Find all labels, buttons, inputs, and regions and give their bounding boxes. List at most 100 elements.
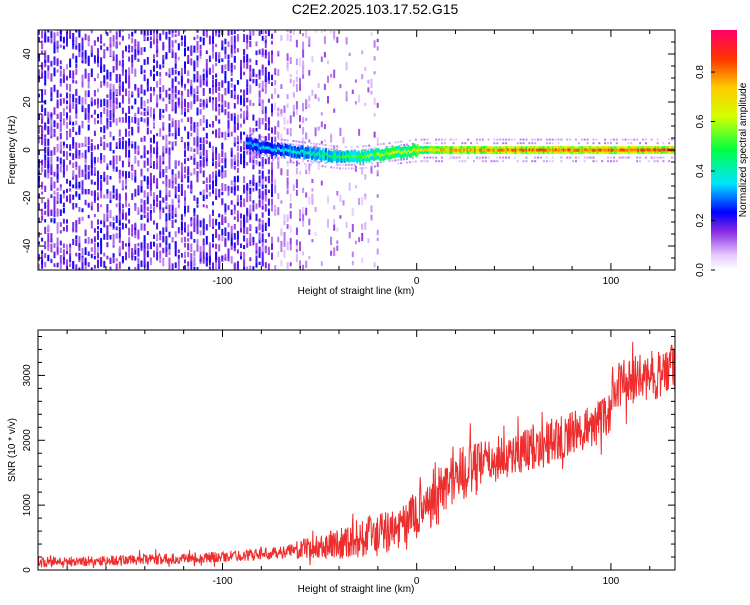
heatmap-cell — [184, 47, 186, 57]
heatmap-cell — [404, 149, 407, 153]
heatmap-cell — [44, 32, 47, 41]
heatmap-cell — [113, 22, 115, 29]
heatmap-cell — [62, 159, 65, 167]
heatmap-cell — [174, 231, 177, 238]
heatmap-cell — [426, 156, 429, 159]
heatmap-cell — [261, 177, 264, 185]
heatmap-cell — [449, 156, 452, 159]
heatmap-cell — [59, 44, 62, 48]
heatmap-cell — [286, 189, 289, 195]
heatmap-cell — [112, 84, 115, 92]
heatmap-cell — [140, 207, 143, 213]
heatmap-cell — [233, 65, 236, 70]
heatmap-cell — [327, 75, 329, 83]
heatmap-cell — [290, 150, 293, 154]
heatmap-cell — [420, 160, 423, 163]
heatmap-cell — [190, 101, 193, 110]
heatmap-cell — [489, 148, 492, 152]
heatmap-cell — [487, 138, 490, 141]
heatmap-cell — [106, 143, 109, 148]
heatmap-cell — [362, 166, 365, 169]
heatmap-cell — [261, 101, 264, 110]
heatmap-cell — [252, 114, 255, 121]
heatmap-cell — [454, 148, 456, 152]
heatmap-cell — [271, 161, 273, 170]
heatmap-cell — [668, 138, 671, 141]
heatmap-cell — [171, 30, 174, 33]
heatmap-cell — [227, 59, 230, 67]
heatmap-cell — [93, 264, 96, 269]
heatmap-cell — [382, 160, 385, 163]
heatmap-cell — [230, 62, 233, 68]
heatmap-cell — [165, 186, 168, 196]
heatmap-cell — [196, 41, 199, 50]
heatmap-cell — [266, 140, 269, 143]
heatmap-cell — [140, 84, 143, 93]
heatmap-cell — [349, 154, 352, 158]
heatmap-cell — [53, 218, 56, 224]
y-tick-label: 0 — [22, 147, 33, 153]
heatmap-cell — [109, 221, 112, 227]
heatmap-cell — [330, 30, 333, 34]
heatmap-cell — [177, 119, 180, 128]
heatmap-cell — [577, 156, 580, 159]
heatmap-cell — [598, 142, 601, 145]
heatmap-cell — [93, 166, 96, 174]
heatmap-cell — [59, 209, 62, 216]
heatmap-cell — [606, 148, 609, 152]
heatmap-cell — [84, 33, 87, 41]
heatmap-cell — [255, 160, 258, 165]
heatmap-cell — [240, 113, 242, 119]
heatmap-cell — [128, 115, 131, 123]
heatmap-cell — [221, 40, 224, 47]
heatmap-cell — [215, 152, 218, 161]
heatmap-cell — [556, 148, 559, 152]
heatmap-cell — [278, 147, 281, 151]
heatmap-cell — [314, 127, 317, 137]
heatmap-cell — [560, 138, 563, 141]
heatmap-cell — [258, 246, 261, 254]
heatmap-cell — [149, 203, 152, 209]
heatmap-cell — [286, 177, 289, 185]
heatmap-cell — [81, 180, 84, 189]
heatmap-cell — [115, 166, 118, 172]
heatmap-cell — [435, 160, 438, 163]
heatmap-cell — [233, 158, 236, 165]
heatmap-cell — [69, 84, 72, 92]
heatmap-cell — [162, 109, 165, 113]
heatmap-cell — [184, 35, 186, 39]
heatmap-cell — [75, 103, 78, 110]
heatmap-cell — [184, 61, 186, 69]
heatmap-cell — [259, 146, 262, 150]
heatmap-cell — [302, 102, 305, 112]
heatmap-cell — [215, 104, 218, 110]
heatmap-cell — [333, 31, 336, 38]
heatmap-cell — [267, 232, 270, 237]
heatmap-cell — [177, 170, 180, 179]
heatmap-cell — [121, 160, 124, 168]
heatmap-cell — [547, 148, 550, 152]
heatmap-cell — [249, 64, 252, 72]
heatmap-cell — [660, 148, 663, 152]
heatmap-cell — [121, 209, 124, 214]
heatmap-cell — [131, 143, 134, 149]
y-tick-label: 40 — [22, 48, 33, 60]
heatmap-cell — [90, 50, 93, 57]
heatmap-cell — [69, 115, 72, 122]
heatmap-cell — [240, 59, 242, 67]
heatmap-cell — [324, 144, 327, 146]
heatmap-cell — [233, 204, 236, 211]
heatmap-cell — [221, 132, 224, 138]
heatmap-cell — [295, 140, 298, 143]
heatmap-cell — [215, 172, 218, 182]
heatmap-cell — [115, 142, 118, 147]
heatmap-cell — [134, 188, 137, 197]
heatmap-cell — [466, 148, 469, 152]
heatmap-cell — [441, 156, 443, 159]
heatmap-cell — [81, 97, 84, 106]
heatmap-cell — [312, 142, 315, 145]
heatmap-cell — [196, 267, 199, 270]
heatmap-cell — [177, 127, 180, 136]
heatmap-cell — [359, 163, 362, 166]
heatmap-cell — [190, 147, 193, 152]
